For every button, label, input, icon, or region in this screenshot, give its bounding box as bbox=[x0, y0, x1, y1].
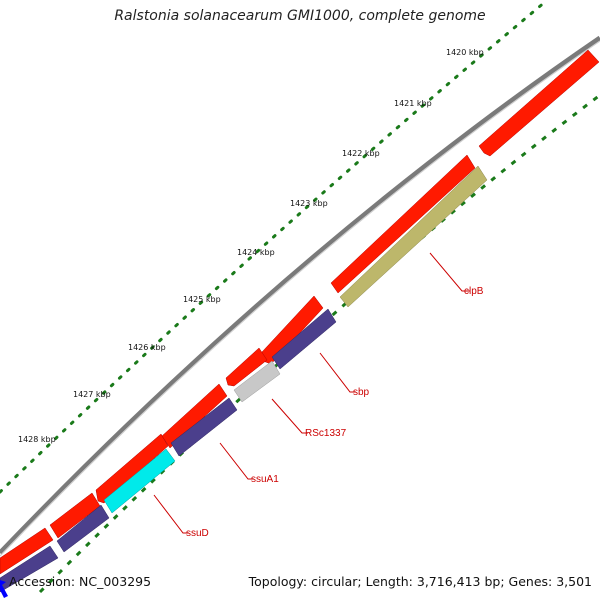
sbp-feature[interactable] bbox=[271, 308, 337, 370]
cog-feature[interactable] bbox=[0, 545, 59, 593]
ssuD-feature[interactable] bbox=[103, 448, 176, 514]
cds-feature[interactable] bbox=[478, 49, 600, 157]
ssuA1-leader bbox=[219, 442, 254, 480]
RSc1337-leader bbox=[271, 398, 308, 434]
gene-label-ssuD[interactable]: ssuD bbox=[186, 528, 209, 539]
ruler-label: 1425 kbp bbox=[183, 295, 221, 304]
genome-summary-text: Topology: circular; Length: 3,716,413 bp… bbox=[248, 574, 592, 589]
navigation-arrow-icon[interactable] bbox=[0, 580, 8, 598]
clpB-leader bbox=[429, 252, 470, 292]
cds-feature[interactable] bbox=[0, 527, 54, 575]
ruler-label: 1421 kbp bbox=[394, 99, 432, 108]
map-title: Ralstonia solanacearum GMI1000, complete… bbox=[114, 8, 486, 24]
ruler-label: 1422 kbp bbox=[342, 149, 380, 158]
accession-text: Accession: NC_003295 bbox=[9, 574, 152, 589]
cds-feature[interactable] bbox=[225, 347, 268, 387]
ruler-label: 1423 kbp bbox=[290, 199, 328, 208]
gene-label-clpB[interactable]: clpB bbox=[464, 286, 484, 297]
ruler-label: 1426 kbp bbox=[128, 343, 166, 352]
cog-feature[interactable] bbox=[56, 504, 110, 553]
clpB-feature[interactable] bbox=[339, 165, 488, 308]
genome-backbone bbox=[0, 35, 600, 555]
ssuD-leader bbox=[153, 494, 189, 534]
ruler-label: 1420 kbp bbox=[446, 48, 484, 57]
outer-dotted-ring bbox=[0, 0, 547, 494]
cds-feature[interactable] bbox=[161, 383, 228, 449]
gene-label-ssuA1[interactable]: ssuA1 bbox=[251, 474, 279, 485]
ruler-label: 1428 kbp bbox=[18, 435, 56, 444]
ruler-label: 1427 kbp bbox=[73, 390, 111, 399]
sbp-leader bbox=[319, 352, 356, 393]
RSc1337-feature[interactable] bbox=[233, 360, 281, 403]
genome-backbone-highlight bbox=[0, 40, 600, 557]
cds-feature[interactable] bbox=[330, 154, 476, 294]
ssuA1-feature[interactable] bbox=[170, 397, 238, 457]
gene-label-sbp[interactable]: sbp bbox=[353, 387, 370, 398]
ruler-label: 1424 kbp bbox=[237, 248, 275, 257]
inner-tick-ring bbox=[38, 93, 600, 594]
gene-label-RSc1337[interactable]: RSc1337 bbox=[305, 428, 347, 439]
